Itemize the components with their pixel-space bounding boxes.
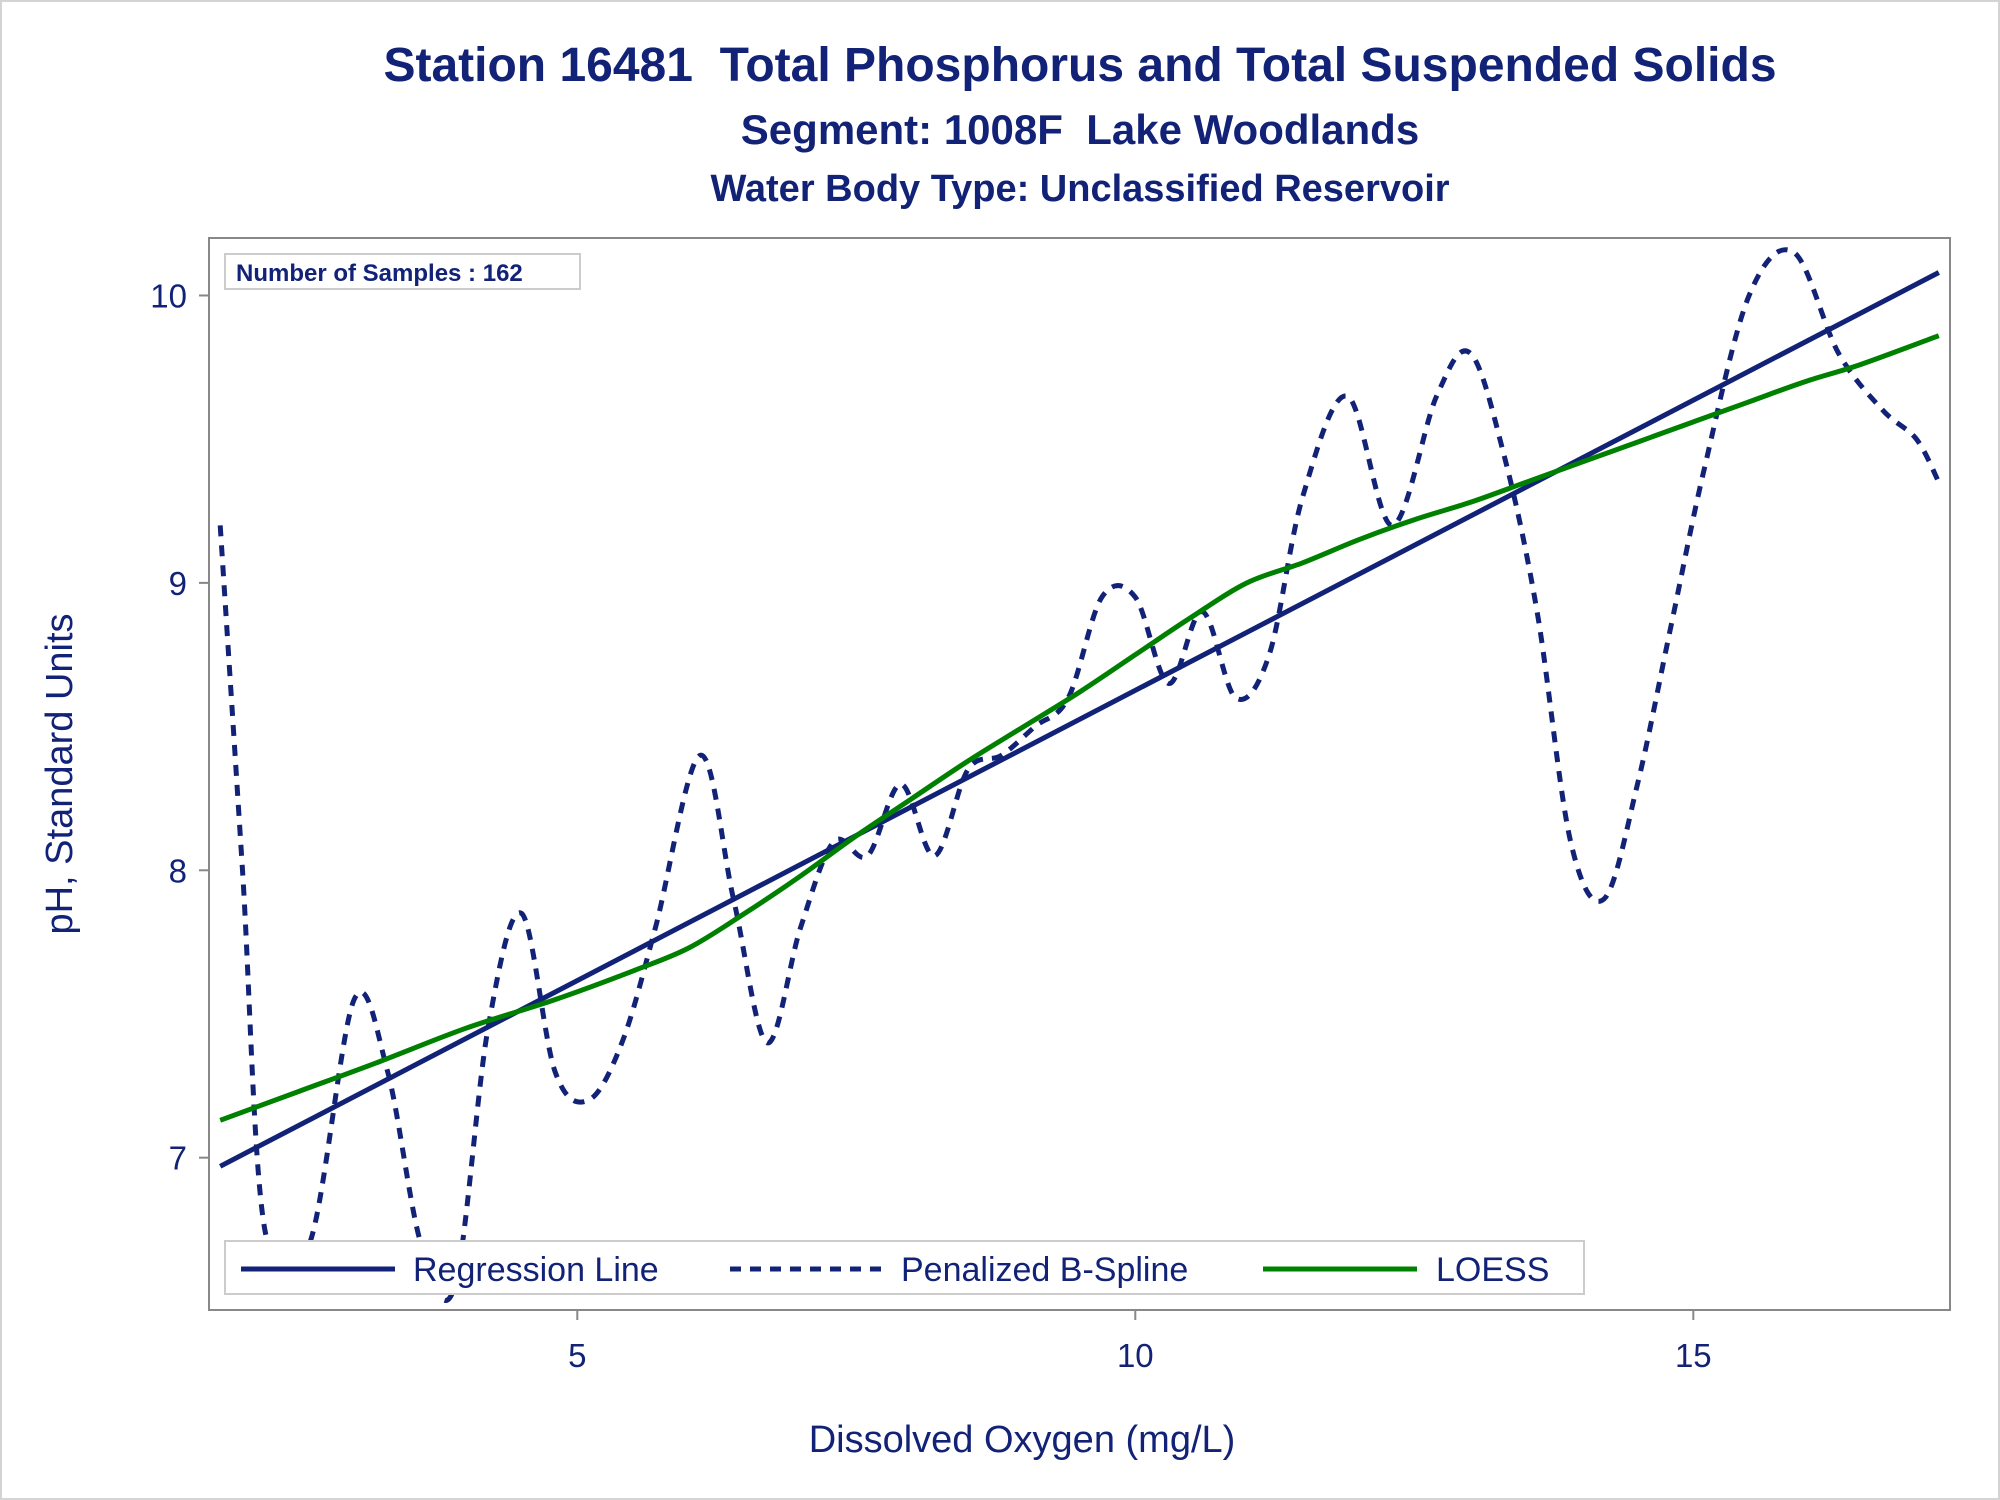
legend: Regression Line Penalized B-Spline LOESS [224,1240,1585,1295]
chart-title: Station 16481 Total Phosphorus and Total… [383,39,1777,92]
y-axis-title: pH, Standard Units [39,613,81,934]
regression-line [219,270,1940,1169]
inset-box [224,253,581,290]
series-layer [217,247,1942,1303]
x-axis-title: Dissolved Oxygen (mg/L) [809,1419,1236,1461]
y-tick-label: 10 [150,277,187,314]
x-tick-label: 5 [568,1337,586,1374]
legend-label-loess: LOESS [1436,1251,1549,1289]
x-tick-label: 15 [1675,1337,1712,1374]
chart-subtitle-waterbody: Water Body Type: Unclassified Reservoir [710,168,1450,210]
sample-count-inset: Number of Samples : 162 [224,253,581,290]
loess-curve [219,333,1940,1123]
chart-subtitle-segment: Segment: 1008F Lake Woodlands [740,106,1420,153]
y-tick-label: 7 [169,1140,187,1177]
legend-label-regression: Regression Line [413,1251,659,1289]
plot-area-border [208,237,1951,1311]
x-tick-label: 10 [1117,1337,1154,1374]
axis-ticks: 5 10 15 7 8 9 10 [150,277,1711,1374]
legend-label-spline: Penalized B-Spline [901,1251,1188,1289]
y-tick-label: 9 [169,565,187,602]
sample-count-text: Number of Samples : 162 [236,260,523,287]
y-tick-label: 8 [169,852,187,889]
